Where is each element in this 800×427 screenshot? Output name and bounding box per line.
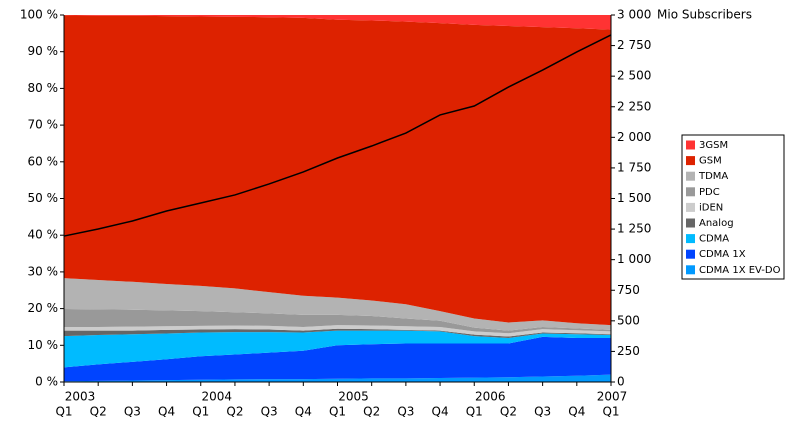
x-tick-label: Q4 (295, 405, 312, 419)
area (64, 15, 611, 326)
legend-swatch (686, 218, 695, 228)
legend-label: iDEN (699, 202, 723, 213)
y2-tick-label: 3 000 (617, 8, 651, 22)
y-tick-label: 40 % (28, 228, 59, 242)
x-tick-label: Q1 (192, 405, 209, 419)
y2-tick-label: 1 500 (617, 191, 651, 205)
year-label: 2007 (597, 390, 628, 404)
area (64, 308, 611, 334)
y-tick-label: 30 % (28, 264, 59, 278)
area (64, 278, 611, 331)
legend-swatch (686, 249, 695, 259)
y-tick-label: 60 % (28, 154, 59, 168)
legend-label: GSM (699, 156, 722, 167)
legend: 3GSM GSM TDMA PDC iDEN Analog CDMA CDMA 1X CDMA … (681, 134, 785, 280)
y-tick-label: 100 % (20, 8, 58, 22)
y2-tick-label: 0 (617, 375, 625, 389)
year-label: 2006 (475, 390, 506, 404)
area (64, 336, 611, 382)
legend-label: Analog (699, 218, 734, 229)
subscriber-line (63, 34, 612, 237)
legend-label: TDMA (698, 171, 728, 182)
legend-label: CDMA 1X (699, 249, 746, 260)
x-tick-label: Q4 (432, 405, 449, 419)
legend-swatch (686, 202, 695, 212)
legend-label: PDC (699, 187, 720, 198)
y-tick-label: 20 % (28, 301, 59, 315)
y2-tick-label: 2 750 (617, 38, 651, 52)
x-tick-label: Q3 (261, 405, 278, 419)
y-tick-label: 90 % (28, 44, 59, 58)
legend-box (681, 134, 785, 280)
y-tick-label: 0 % (35, 375, 58, 389)
x-tick-label: Q2 (90, 405, 107, 419)
year-label: 2003 (65, 390, 96, 404)
x-tick-label: Q4 (158, 405, 175, 419)
x-tick-label: Q3 (534, 405, 551, 419)
x-tick-label: Q1 (602, 405, 619, 419)
legend-swatch (686, 140, 695, 150)
y2-tick-label: 1 750 (617, 160, 651, 174)
y-tick-label: 10 % (28, 338, 59, 352)
x-tick-label: Q1 (466, 405, 483, 419)
x-tick-label: Q1 (55, 405, 72, 419)
year-label: 2005 (338, 390, 369, 404)
legend-swatch (686, 156, 695, 166)
x-tick-label: Q1 (329, 405, 346, 419)
y2-tick-label: 1 250 (617, 222, 651, 236)
x-tick-label: Q2 (226, 405, 243, 419)
y-tick-label: 70 % (28, 118, 59, 132)
y2-tick-label: 500 (617, 313, 640, 327)
x-tick-label: Q3 (397, 405, 414, 419)
area (64, 328, 611, 338)
legend-label: CDMA (699, 234, 729, 245)
legend-label: CDMA 1X EV-DO (699, 265, 781, 276)
y2-tick-label: 2 500 (617, 69, 651, 83)
y2-tick-label: 2 000 (617, 130, 651, 144)
x-tick-label: Q2 (500, 405, 517, 419)
legend-label: 3GSM (699, 140, 728, 151)
y-tick-label: 80 % (28, 81, 59, 95)
x-tick-label: Q3 (124, 405, 141, 419)
y2-tick-label: 750 (617, 283, 640, 297)
year-label: 2004 (201, 390, 232, 404)
legend-swatch (686, 171, 695, 181)
area (64, 325, 611, 337)
area (64, 15, 611, 30)
legend-swatch (686, 265, 695, 275)
legend-swatch (686, 234, 695, 244)
area (64, 330, 611, 368)
y2-tick-label: 2 250 (617, 99, 651, 113)
y2-tick-label: 1 000 (617, 252, 651, 266)
x-tick-label: Q4 (568, 405, 585, 419)
y2-axis-label: Mio Subscribers (657, 8, 752, 22)
y-tick-label: 50 % (28, 191, 59, 205)
area (64, 374, 611, 382)
legend-swatch (686, 187, 695, 197)
y2-tick-label: 250 (617, 344, 640, 358)
x-tick-label: Q2 (363, 405, 380, 419)
